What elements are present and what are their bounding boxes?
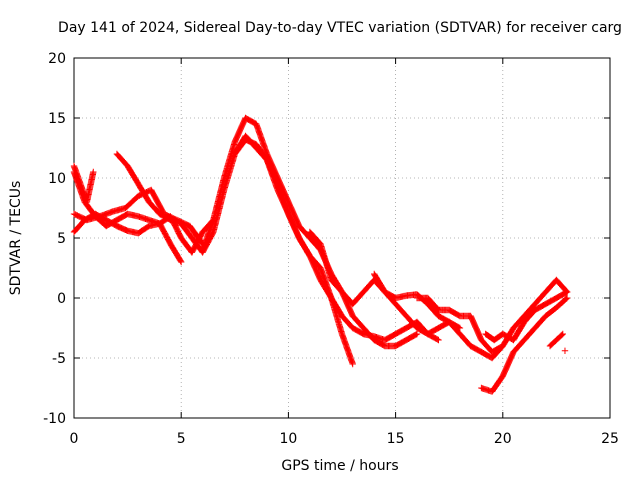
data-trace [306, 228, 464, 332]
data-trace [478, 294, 571, 395]
data-series [482, 288, 571, 344]
x-tick-label: 5 [177, 431, 186, 447]
data-series [478, 294, 571, 395]
y-axis-ticks: -10 -5 0 5 10 15 20 [43, 51, 610, 427]
x-axis-label: GPS time / hours [281, 458, 398, 474]
data-series [306, 228, 464, 332]
x-tick-label: 0 [70, 431, 79, 447]
data-series [413, 276, 571, 356]
y-tick-label: 15 [48, 111, 66, 127]
chart-title: Day 141 of 2024, Sidereal Day-to-day VTE… [58, 20, 622, 36]
data-series [371, 270, 506, 362]
y-tick-label: 5 [57, 231, 66, 247]
data-series [561, 347, 569, 354]
y-tick-label: -5 [52, 351, 66, 367]
x-axis-ticks: 0 5 10 15 20 25 [70, 58, 619, 447]
data-trace [70, 168, 185, 266]
data-series-layer [70, 114, 571, 395]
data-series [231, 136, 442, 344]
y-tick-label: 10 [48, 171, 66, 187]
data-trace [231, 136, 442, 344]
data-trace [546, 330, 566, 350]
x-tick-label: 15 [387, 431, 405, 447]
y-axis-label: SDTVAR / TECUs [8, 181, 24, 296]
y-tick-label: 0 [57, 291, 66, 307]
y-tick-label: -10 [43, 411, 66, 427]
x-tick-label: 20 [494, 431, 512, 447]
data-point [561, 347, 569, 354]
data-trace [371, 270, 506, 362]
data-series [546, 330, 566, 350]
grid-layer [74, 58, 610, 418]
x-tick-label: 25 [601, 431, 619, 447]
data-trace [482, 288, 571, 344]
y-tick-label: 20 [48, 51, 66, 67]
x-tick-label: 10 [279, 431, 297, 447]
data-series [70, 168, 185, 266]
data-trace [413, 276, 571, 356]
